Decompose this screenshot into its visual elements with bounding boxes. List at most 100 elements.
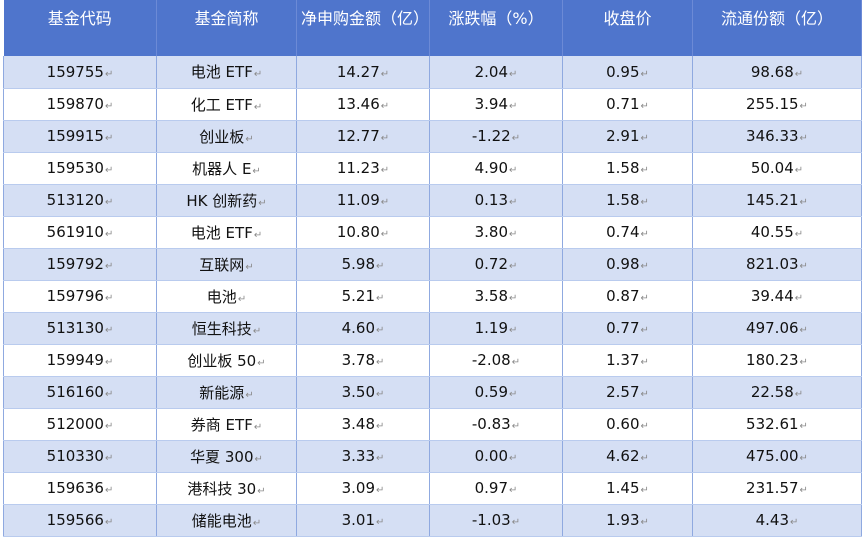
- cell-close-price: 0.95↵: [562, 56, 693, 89]
- cell-fund-code: 159796↵: [3, 280, 157, 313]
- cell-fund-name: 互联网↵: [156, 248, 297, 281]
- cell-close-price: 0.74↵: [562, 216, 693, 249]
- cell-value: 11.23: [336, 159, 380, 177]
- paragraph-mark-icon: ↵: [253, 101, 263, 113]
- paragraph-mark-icon: ↵: [799, 197, 808, 208]
- cell-change-pct: 1.19↵: [429, 312, 563, 345]
- cell-value: 储能电池: [191, 511, 252, 530]
- cell-value: 0.74: [606, 223, 640, 241]
- cell-fund-name: 券商 ETF↵: [156, 408, 297, 441]
- paragraph-mark-icon: ↵: [509, 229, 518, 240]
- cell-circulating-shares: 50.04↵: [692, 152, 862, 185]
- cell-fund-code: 516160↵: [3, 376, 157, 409]
- table-row: 516160↵ 新能源↵ 3.50↵ 0.59↵ 2.57↵ 22.58↵: [3, 376, 862, 409]
- paragraph-mark-icon: ↵: [640, 261, 649, 272]
- header-change-pct: 涨跌幅（%）: [429, 0, 563, 56]
- cell-value: 1.93: [606, 511, 640, 529]
- paragraph-mark-icon: ↵: [380, 133, 390, 144]
- paragraph-mark-icon: ↵: [509, 485, 518, 496]
- table-row: 513120↵ HK 创新药↵ 11.09↵ 0.13↵ 1.58↵ 145.21↵: [3, 184, 862, 217]
- paragraph-mark-icon: ↵: [376, 453, 385, 464]
- table-row: 510330↵ 华夏 300↵ 3.33↵ 0.00↵ 4.62↵ 475.00↵: [3, 440, 862, 473]
- paragraph-mark-icon: ↵: [799, 133, 808, 144]
- cell-value: 3.94: [474, 95, 508, 113]
- paragraph-mark-icon: ↵: [799, 325, 808, 336]
- cell-change-pct: 4.90↵: [429, 152, 563, 185]
- paragraph-mark-icon: ↵: [640, 133, 649, 144]
- cell-value: 5.98: [341, 255, 375, 273]
- cell-value: 电池 ETF: [190, 223, 253, 242]
- cell-fund-name: 机器人 E↵: [156, 152, 297, 185]
- paragraph-mark-icon: ↵: [799, 485, 808, 496]
- header-net-subscription: 净申购金额（亿）: [296, 0, 430, 56]
- cell-net-subscription: 3.78↵: [296, 344, 430, 377]
- paragraph-mark-icon: ↵: [258, 197, 267, 209]
- cell-value: 0.13: [474, 191, 508, 209]
- table-row: 159796↵ 电池↵ 5.21↵ 3.58↵ 0.87↵ 39.44↵: [3, 280, 862, 313]
- cell-circulating-shares: 821.03↵: [692, 248, 862, 281]
- paragraph-mark-icon: ↵: [640, 293, 649, 304]
- paragraph-mark-icon: ↵: [257, 357, 266, 369]
- paragraph-mark-icon: ↵: [509, 325, 518, 336]
- cell-change-pct: -1.22↵: [429, 120, 563, 153]
- cell-value: 512000: [46, 415, 104, 433]
- cell-close-price: 2.57↵: [562, 376, 693, 409]
- cell-value: 1.58: [606, 191, 640, 209]
- header-fund-name: 基金简称: [156, 0, 297, 56]
- paragraph-mark-icon: ↵: [104, 421, 114, 432]
- cell-close-price: 0.98↵: [562, 248, 693, 281]
- paragraph-mark-icon: ↵: [104, 357, 114, 368]
- table-row: 159915↵ 创业板↵ 12.77↵ -1.22↵ 2.91↵ 346.33↵: [3, 120, 862, 153]
- table-row: 159949↵ 创业板 50↵ 3.78↵ -2.08↵ 1.37↵ 180.23↵: [3, 344, 862, 377]
- cell-value: 159530: [46, 159, 104, 177]
- cell-fund-code: 159949↵: [3, 344, 157, 377]
- cell-circulating-shares: 475.00↵: [692, 440, 862, 473]
- table-row: 561910↵ 电池 ETF↵ 10.80↵ 3.80↵ 0.74↵ 40.55↵: [3, 216, 862, 249]
- header-row: 基金代码 基金简称 净申购金额（亿） 涨跌幅（%） 收盘价 流通份额（亿）: [3, 0, 862, 56]
- cell-circulating-shares: 98.68↵: [692, 56, 862, 89]
- cell-net-subscription: 5.21↵: [296, 280, 430, 313]
- cell-value: 4.43: [755, 511, 789, 529]
- paragraph-mark-icon: ↵: [253, 229, 263, 241]
- cell-value: 159870: [46, 95, 104, 113]
- paragraph-mark-icon: ↵: [640, 453, 649, 464]
- cell-value: 50.04: [750, 159, 794, 177]
- cell-value: 145.21: [746, 191, 799, 209]
- paragraph-mark-icon: ↵: [509, 453, 518, 464]
- paragraph-mark-icon: ↵: [640, 517, 649, 528]
- cell-change-pct: 0.13↵: [429, 184, 563, 217]
- cell-close-price: 0.60↵: [562, 408, 693, 441]
- cell-change-pct: -2.08↵: [429, 344, 563, 377]
- cell-circulating-shares: 22.58↵: [692, 376, 862, 409]
- cell-value: 0.72: [474, 255, 508, 273]
- cell-value: 532.61: [746, 415, 799, 433]
- paragraph-mark-icon: ↵: [511, 357, 521, 368]
- cell-fund-name: 港科技 30↵: [156, 472, 297, 505]
- cell-value: 互联网: [199, 255, 245, 274]
- paragraph-mark-icon: ↵: [104, 453, 114, 464]
- cell-fund-name: 电池 ETF↵: [156, 56, 297, 89]
- cell-circulating-shares: 145.21↵: [692, 184, 862, 217]
- cell-value: 1.19: [474, 319, 508, 337]
- cell-close-price: 0.87↵: [562, 280, 693, 313]
- cell-value: 华夏 300: [190, 447, 254, 466]
- cell-value: 3.80: [474, 223, 508, 241]
- cell-value: 13.46: [336, 95, 380, 113]
- cell-value: 159755: [46, 62, 104, 81]
- cell-value: 3.01: [341, 511, 375, 529]
- cell-value: 497.06: [746, 319, 799, 337]
- cell-net-subscription: 11.09↵: [296, 184, 430, 217]
- paragraph-mark-icon: ↵: [799, 101, 808, 112]
- cell-value: 电池 ETF: [190, 63, 253, 82]
- paragraph-mark-icon: ↵: [794, 229, 804, 240]
- cell-net-subscription: 12.77↵: [296, 120, 430, 153]
- cell-close-price: 1.93↵: [562, 504, 693, 537]
- cell-net-subscription: 11.23↵: [296, 152, 430, 185]
- cell-value: 510330: [46, 447, 104, 465]
- cell-value: 40.55: [750, 223, 794, 241]
- table-row: 159636↵ 港科技 30↵ 3.09↵ 0.97↵ 1.45↵ 231.57↵: [3, 472, 862, 505]
- paragraph-mark-icon: ↵: [790, 517, 799, 528]
- table-row: 159755↵ 电池 ETF↵ 14.27↵ 2.04↵ 0.95↵ 98.68↵: [3, 56, 862, 89]
- paragraph-mark-icon: ↵: [254, 453, 263, 465]
- cell-net-subscription: 3.33↵: [296, 440, 430, 473]
